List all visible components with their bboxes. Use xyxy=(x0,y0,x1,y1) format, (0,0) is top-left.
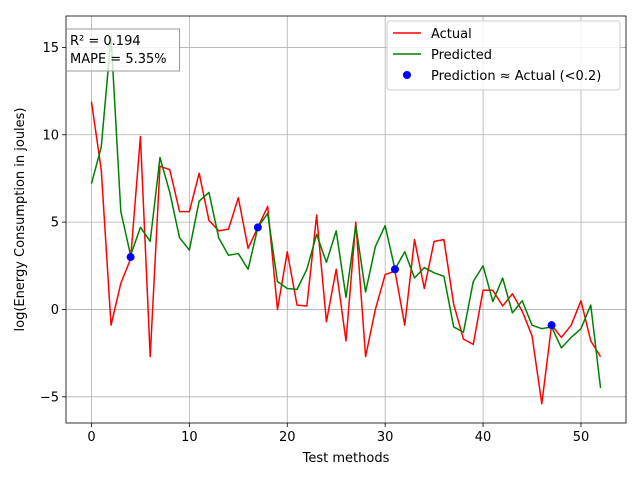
y-tick-label: 10 xyxy=(42,128,59,143)
x-tick-label: 30 xyxy=(377,430,394,445)
x-tick-label: 10 xyxy=(181,430,198,445)
y-tick-label: 15 xyxy=(42,41,59,56)
match-point xyxy=(390,265,399,274)
x-tick-label: 40 xyxy=(475,430,492,445)
mape-text: MAPE = 5.35% xyxy=(70,52,167,67)
series-line-predicted xyxy=(90,36,602,389)
x-tick-label: 50 xyxy=(573,430,590,445)
legend-label-actual: Actual xyxy=(431,27,472,42)
x-tick-label: 20 xyxy=(279,430,296,445)
y-tick-label: −5 xyxy=(40,390,59,405)
y-tick-label: 5 xyxy=(51,216,59,231)
match-point xyxy=(253,223,262,232)
y-axis-label: log(Energy Consumption in joules) xyxy=(13,107,28,331)
series-layer xyxy=(90,36,602,405)
x-tick-label: 0 xyxy=(87,430,95,445)
legend: Actual Predicted Prediction ≈ Actual (<0… xyxy=(386,20,621,91)
r-squared-text: R² = 0.194 xyxy=(70,34,141,49)
legend-swatch-match xyxy=(403,71,411,79)
series-line-actual xyxy=(90,101,602,405)
match-points xyxy=(126,223,556,330)
stats-box: R² = 0.194 MAPE = 5.35% xyxy=(66,28,180,72)
legend-label-match: Prediction ≈ Actual (<0.2) xyxy=(431,69,601,84)
match-point xyxy=(547,321,556,330)
legend-label-predicted: Predicted xyxy=(431,48,492,63)
plot-frame xyxy=(65,15,627,424)
match-point xyxy=(126,253,135,262)
y-tick-label: 0 xyxy=(51,303,59,318)
x-axis-label: Test methods xyxy=(302,451,390,466)
ticks: 0 10 20 30 40 50 −5 0 5 10 15 xyxy=(40,41,589,445)
